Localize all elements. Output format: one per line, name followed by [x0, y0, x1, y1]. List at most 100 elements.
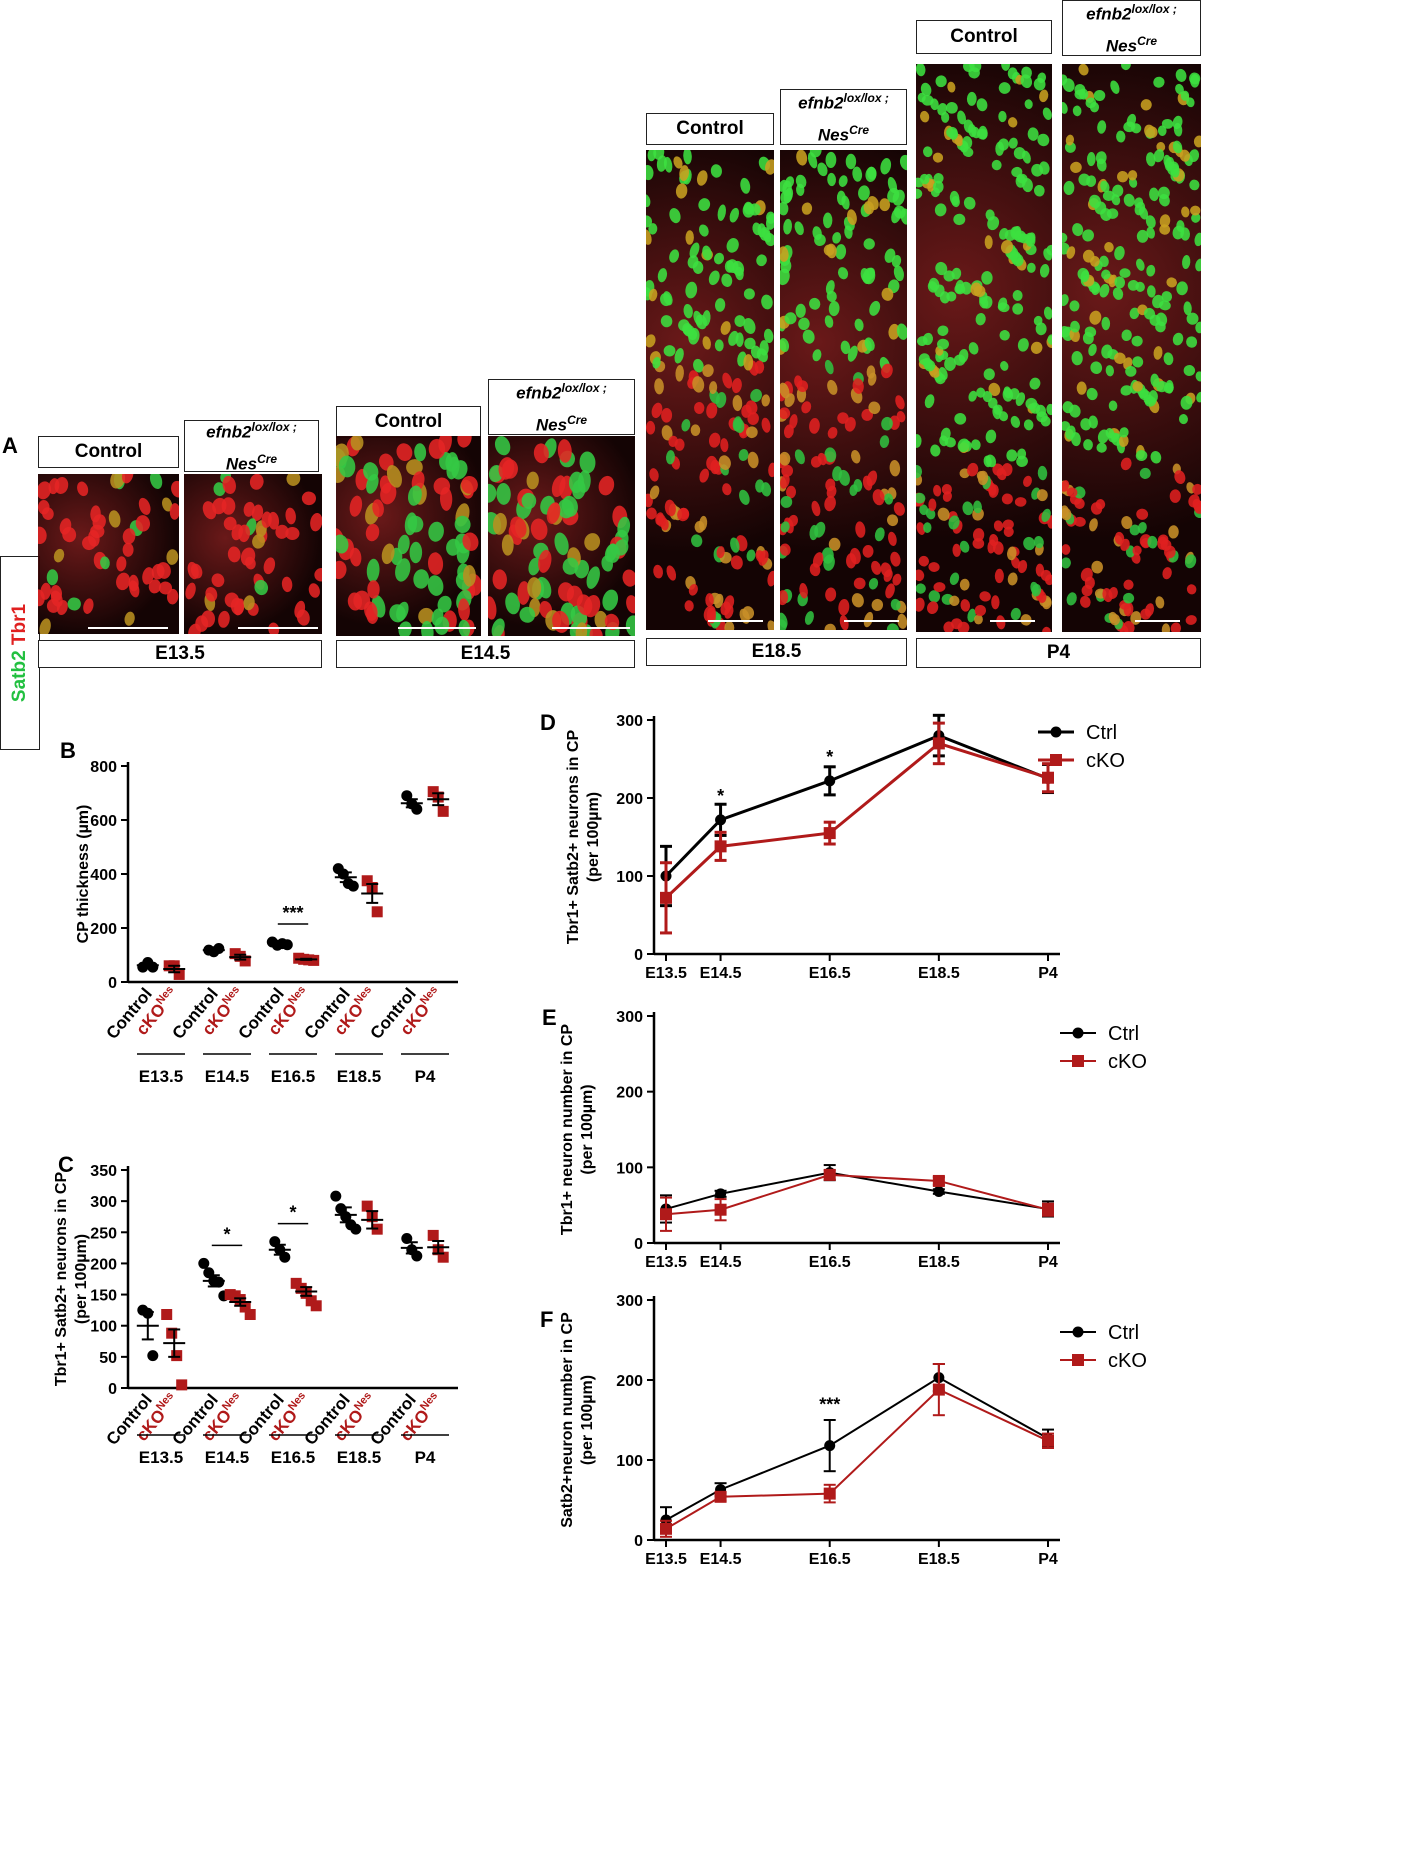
cell-nucleus	[1140, 608, 1151, 620]
cell-nucleus	[879, 198, 891, 212]
cell-nucleus	[1101, 269, 1111, 280]
cell-nucleus	[46, 569, 59, 586]
cell-nucleus	[809, 150, 822, 158]
cell-nucleus	[874, 527, 885, 542]
cell-nucleus	[795, 303, 806, 318]
cell-nucleus	[238, 524, 250, 543]
micrograph-e13-mutant	[184, 474, 322, 634]
cell-nucleus	[138, 497, 151, 515]
cell-nucleus	[1127, 170, 1138, 181]
cell-nucleus	[1186, 584, 1197, 595]
cell-nucleus	[135, 515, 151, 532]
data-point-cko	[361, 1200, 373, 1212]
cell-nucleus	[663, 156, 673, 173]
category-label-sup: Nes	[154, 1390, 176, 1413]
cell-nucleus	[308, 583, 320, 598]
cell-nucleus	[517, 581, 531, 605]
data-point-cko	[714, 1490, 727, 1503]
data-point-control	[350, 1223, 362, 1235]
cell-nucleus	[780, 246, 789, 262]
cell-nucleus	[871, 598, 884, 612]
cell-nucleus	[1191, 212, 1201, 223]
cell-nucleus	[301, 491, 316, 506]
cell-nucleus	[108, 510, 121, 528]
cell-nucleus	[336, 534, 349, 554]
cell-nucleus	[1145, 215, 1156, 229]
cell-nucleus	[428, 438, 446, 459]
cell-nucleus	[1186, 97, 1195, 108]
cell-nucleus	[714, 593, 724, 609]
cell-nucleus	[1012, 290, 1023, 301]
cell-nucleus	[1062, 544, 1071, 555]
cell-nucleus	[1097, 120, 1107, 134]
header-control-p4: Control	[916, 20, 1052, 54]
category-label-sup: Nes	[220, 984, 242, 1007]
cell-nucleus	[604, 613, 620, 631]
cell-nucleus	[1037, 133, 1050, 147]
cell-nucleus	[891, 207, 902, 224]
cell-nucleus	[812, 226, 822, 241]
cell-nucleus	[930, 98, 939, 111]
cell-nucleus	[648, 288, 658, 302]
y-tick-label: 350	[90, 1163, 117, 1180]
cell-nucleus	[1195, 321, 1201, 334]
cell-nucleus	[732, 395, 743, 412]
micrograph-e14-mutant	[488, 436, 635, 636]
cell-nucleus	[149, 474, 163, 490]
chart-c: C 0 50 100 150 200 250 300 350 Tbr1+ Satb2+ neuro…	[53, 1152, 458, 1467]
cell-nucleus	[699, 468, 710, 483]
cell-nucleus	[852, 378, 864, 394]
x-tick-label: E18.5	[918, 1254, 960, 1271]
cell-nucleus	[998, 82, 1011, 94]
cell-nucleus	[1024, 99, 1033, 109]
cell-nucleus	[688, 583, 698, 596]
cell-nucleus	[1085, 97, 1097, 109]
cell-nucleus	[923, 522, 932, 533]
cell-nucleus	[1099, 283, 1110, 298]
cell-nucleus	[709, 381, 718, 395]
cell-nucleus	[1169, 489, 1181, 503]
cell-nucleus	[1176, 281, 1188, 296]
cell-nucleus	[462, 532, 479, 551]
cell-nucleus	[949, 595, 960, 607]
y-tick-label: 300	[616, 713, 643, 730]
cell-nucleus	[1000, 240, 1014, 254]
cell-nucleus	[38, 589, 45, 607]
cell-nucleus	[824, 495, 836, 512]
cell-nucleus	[205, 586, 218, 602]
cell-nucleus	[891, 255, 902, 268]
cell-nucleus	[933, 484, 942, 497]
cell-nucleus	[39, 618, 51, 634]
cell-nucleus	[77, 481, 89, 497]
cell-nucleus	[868, 401, 881, 415]
cell-nucleus	[825, 280, 835, 295]
micrograph-e18-control	[646, 150, 774, 630]
cell-nucleus	[798, 317, 810, 331]
cell-nucleus	[1104, 242, 1114, 253]
cell-nucleus	[1008, 137, 1018, 149]
cell-nucleus	[968, 342, 979, 355]
cell-nucleus	[48, 478, 60, 495]
cell-nucleus	[46, 598, 60, 613]
cell-nucleus	[761, 294, 773, 310]
cell-nucleus	[988, 382, 1001, 397]
cell-nucleus	[881, 416, 893, 431]
category-label-sup: Nes	[220, 1390, 242, 1413]
cell-nucleus	[1039, 263, 1050, 278]
cell-nucleus	[693, 310, 703, 326]
cell-nucleus	[1014, 497, 1027, 507]
cell-nucleus	[546, 502, 561, 524]
cell-nucleus	[1186, 312, 1199, 325]
cell-nucleus	[296, 609, 310, 626]
cell-nucleus	[971, 439, 981, 451]
y-tick-label: 400	[90, 867, 117, 884]
data-point-cko	[714, 840, 727, 853]
cell-nucleus	[1036, 411, 1048, 423]
cell-nucleus	[852, 166, 863, 182]
cell-nucleus	[669, 208, 681, 224]
significance-label: *	[717, 786, 724, 806]
cell-nucleus	[675, 183, 688, 199]
cell-nucleus	[976, 128, 988, 140]
cell-nucleus	[156, 562, 171, 579]
cell-nucleus	[920, 110, 930, 123]
